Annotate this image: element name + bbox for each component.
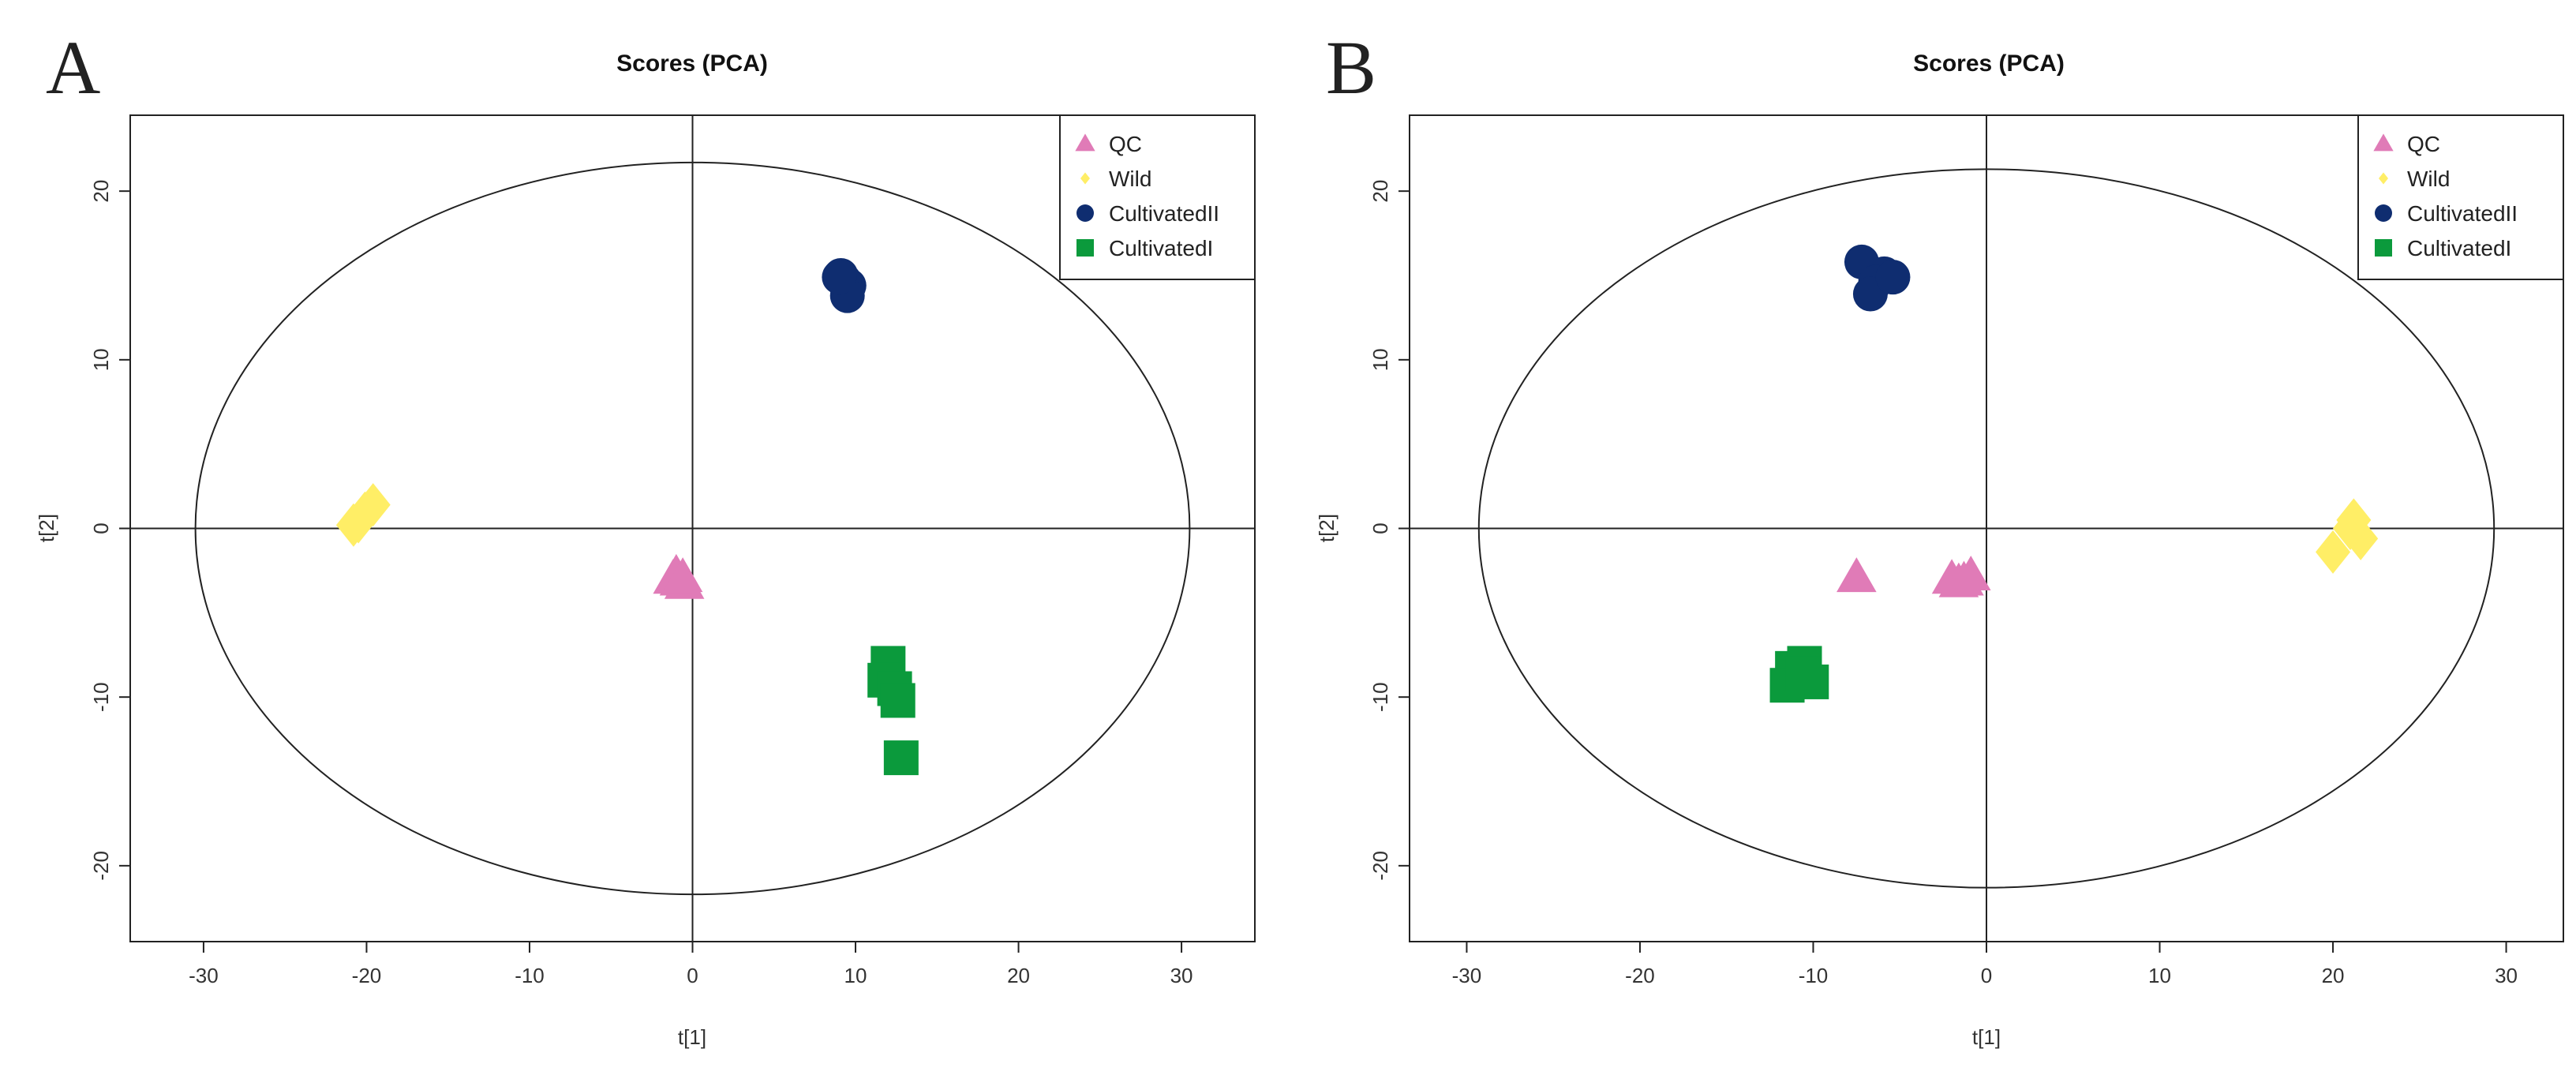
panel-a-y-tick-label-1: -10 [89, 682, 113, 712]
panel-a-y-tick-label-4: 20 [89, 180, 113, 203]
panel-a-x-tick-label-1: -20 [352, 964, 382, 987]
panel-b-legend-label-2: CultivatedII [2407, 201, 2518, 226]
panel-b-y-tick-label-2: 0 [1368, 523, 1392, 534]
panel-a-x-tick-label-2: -10 [515, 964, 545, 987]
panel-b-x-axis: -30 -20 -10 0 10 20 30 [1452, 942, 2518, 987]
panel-b-legend-marker-0 [2373, 133, 2394, 152]
panel-b-legend-label-1: Wild [2407, 167, 2450, 191]
panel-b-legend-marker-2 [2375, 204, 2392, 222]
panel-b-zero-lines [1410, 115, 2563, 942]
panel-a-x-tick-label-6: 30 [1170, 964, 1193, 987]
panel-b-x-tick-label-5: 20 [2322, 964, 2345, 987]
panel-b-legend-label-3: CultivatedI [2407, 236, 2511, 260]
panel-a-legend-label-3: CultivatedI [1109, 236, 1213, 260]
panel-b-legend-marker-3 [2375, 239, 2392, 257]
panel-b-point-cultivatedii-4 [1875, 260, 1911, 295]
panel-a-legend-label-1: Wild [1109, 167, 1151, 191]
panel-a-x-tick-label-0: -30 [189, 964, 219, 987]
panel-b-point-wild-2 [2316, 530, 2351, 574]
panel-b-x-tick-label-0: -30 [1452, 964, 1482, 987]
panel-a-point-cultivatedii-4 [822, 260, 857, 295]
panel-a-title: Scores (PCA) [616, 51, 768, 77]
panel-b-point-wild-3 [2332, 507, 2368, 550]
panel-b-y-axis-label: t[2] [1315, 514, 1339, 542]
panel-a-point-wild-3 [335, 503, 371, 547]
panel-a-point-cultivatedi-3 [880, 683, 915, 718]
panel-b-y-tick-label-3: 10 [1368, 348, 1392, 371]
panel-b-legend-label-0: QC [2407, 132, 2440, 156]
panel-a-legend-marker-3 [1076, 239, 1094, 257]
panel-a-legend-label-2: CultivatedII [1109, 201, 1219, 226]
panel-b-x-tick-label-1: -20 [1625, 964, 1655, 987]
panel-b-y-axis: -20 -10 0 10 20 [1368, 180, 1410, 881]
panel-a-legend-label-0: QC [1109, 132, 1142, 156]
panel-a: A Scores (PCA) -30 -20 -10 0 10 20 30 -20 -10 0 1… [35, 25, 1256, 1049]
panel-b-x-tick-label-6: 30 [2495, 964, 2518, 987]
panel-a-x-tick-label-3: 0 [687, 964, 698, 987]
panel-b-y-tick-label-0: -20 [1368, 851, 1392, 881]
panel-b-legend-box [2357, 114, 2564, 280]
panel-a-legend-marker-1 [1080, 172, 1090, 185]
panel-a-y-tick-label-0: -20 [89, 851, 113, 881]
panel-a-y-tick-label-2: 0 [89, 523, 113, 534]
panel-b-letter: B [1326, 25, 1376, 110]
panel-a-x-axis: -30 -20 -10 0 10 20 30 [189, 942, 1193, 987]
panel-a-x-tick-label-4: 10 [844, 964, 867, 987]
panel-b-x-tick-label-4: 10 [2148, 964, 2171, 987]
panel-b-y-tick-label-1: -10 [1368, 682, 1392, 712]
panel-b-legend-marker-1 [2379, 172, 2388, 185]
panel-a-x-axis-label: t[1] [678, 1025, 706, 1049]
panel-a-legend-marker-0 [1075, 133, 1095, 152]
panel-b-points [1769, 244, 2379, 703]
panel-b-x-tick-label-2: -10 [1799, 964, 1829, 987]
panel-b-y-tick-label-4: 20 [1368, 180, 1392, 203]
panel-a-y-axis: -20 -10 0 10 20 [89, 180, 130, 881]
panel-a-x-tick-label-5: 20 [1007, 964, 1030, 987]
panel-b-title: Scores (PCA) [1913, 51, 2065, 77]
panel-b-x-axis-label: t[1] [1972, 1025, 2001, 1049]
panel-a-letter: A [46, 25, 100, 110]
panel-a-points [335, 257, 919, 776]
panel-a-point-cultivatedi-4 [883, 740, 919, 776]
panel-b-point-qc-0 [1837, 557, 1877, 593]
panel-b: B Scores (PCA) -30 -20 -10 0 10 20 30 -20 -10 0 1… [1315, 25, 2564, 1049]
panel-a-legend-marker-2 [1076, 204, 1094, 222]
panel-b-point-cultivatedi-4 [1785, 656, 1821, 691]
panel-a-zero-lines [130, 115, 1255, 942]
panel-a-y-axis-label: t[2] [35, 514, 58, 542]
panel-a-legend: QC Wild CultivatedII CultivatedI [1059, 114, 1256, 280]
panel-a-y-tick-label-3: 10 [89, 348, 113, 371]
panel-b-x-tick-label-3: 0 [1981, 964, 1992, 987]
panel-b-legend: QC Wild CultivatedII CultivatedI [2357, 114, 2564, 280]
panel-b-point-qc-4 [1938, 562, 1979, 597]
panel-a-point-qc-4 [662, 557, 703, 593]
